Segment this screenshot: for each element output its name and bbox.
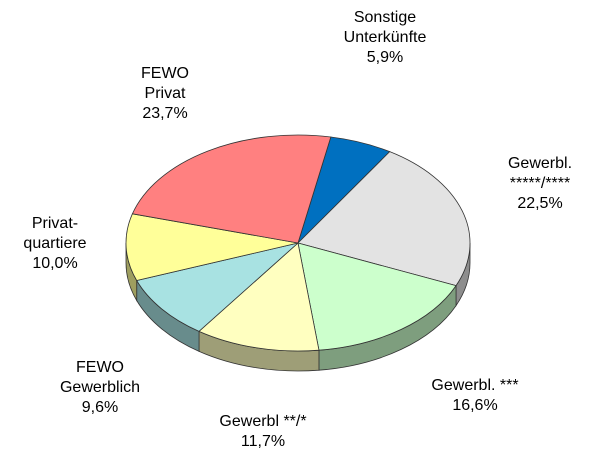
slice-label: Gewerbl. *** [431, 377, 518, 394]
slice-label: Gewerbl. *****/**** [508, 155, 572, 192]
value-label: 23,7% [142, 105, 187, 122]
pie-slice [198, 242, 320, 352]
value-label: 11,7% [241, 433, 285, 450]
slice-label: Privat-quartiere [23, 215, 86, 252]
slice-label: Gewerbl **/* [219, 413, 306, 430]
slice-label: FEWO Gewerblich [60, 359, 140, 396]
value-label: 10,0% [32, 255, 77, 272]
slice-label: Sonstige Unterkünfte [344, 9, 427, 46]
pie-slice [131, 134, 332, 244]
value-label: 16,6% [452, 397, 497, 414]
pie-slice [297, 151, 471, 287]
pie-slice [297, 242, 457, 351]
pie-slice [125, 213, 299, 281]
slice-label: FEWO Privat [141, 65, 189, 102]
pie-slice [136, 242, 299, 332]
value-label: 5,9% [367, 49, 403, 66]
value-label: 22,5% [517, 195, 562, 212]
value-label: 9,6% [82, 399, 118, 416]
